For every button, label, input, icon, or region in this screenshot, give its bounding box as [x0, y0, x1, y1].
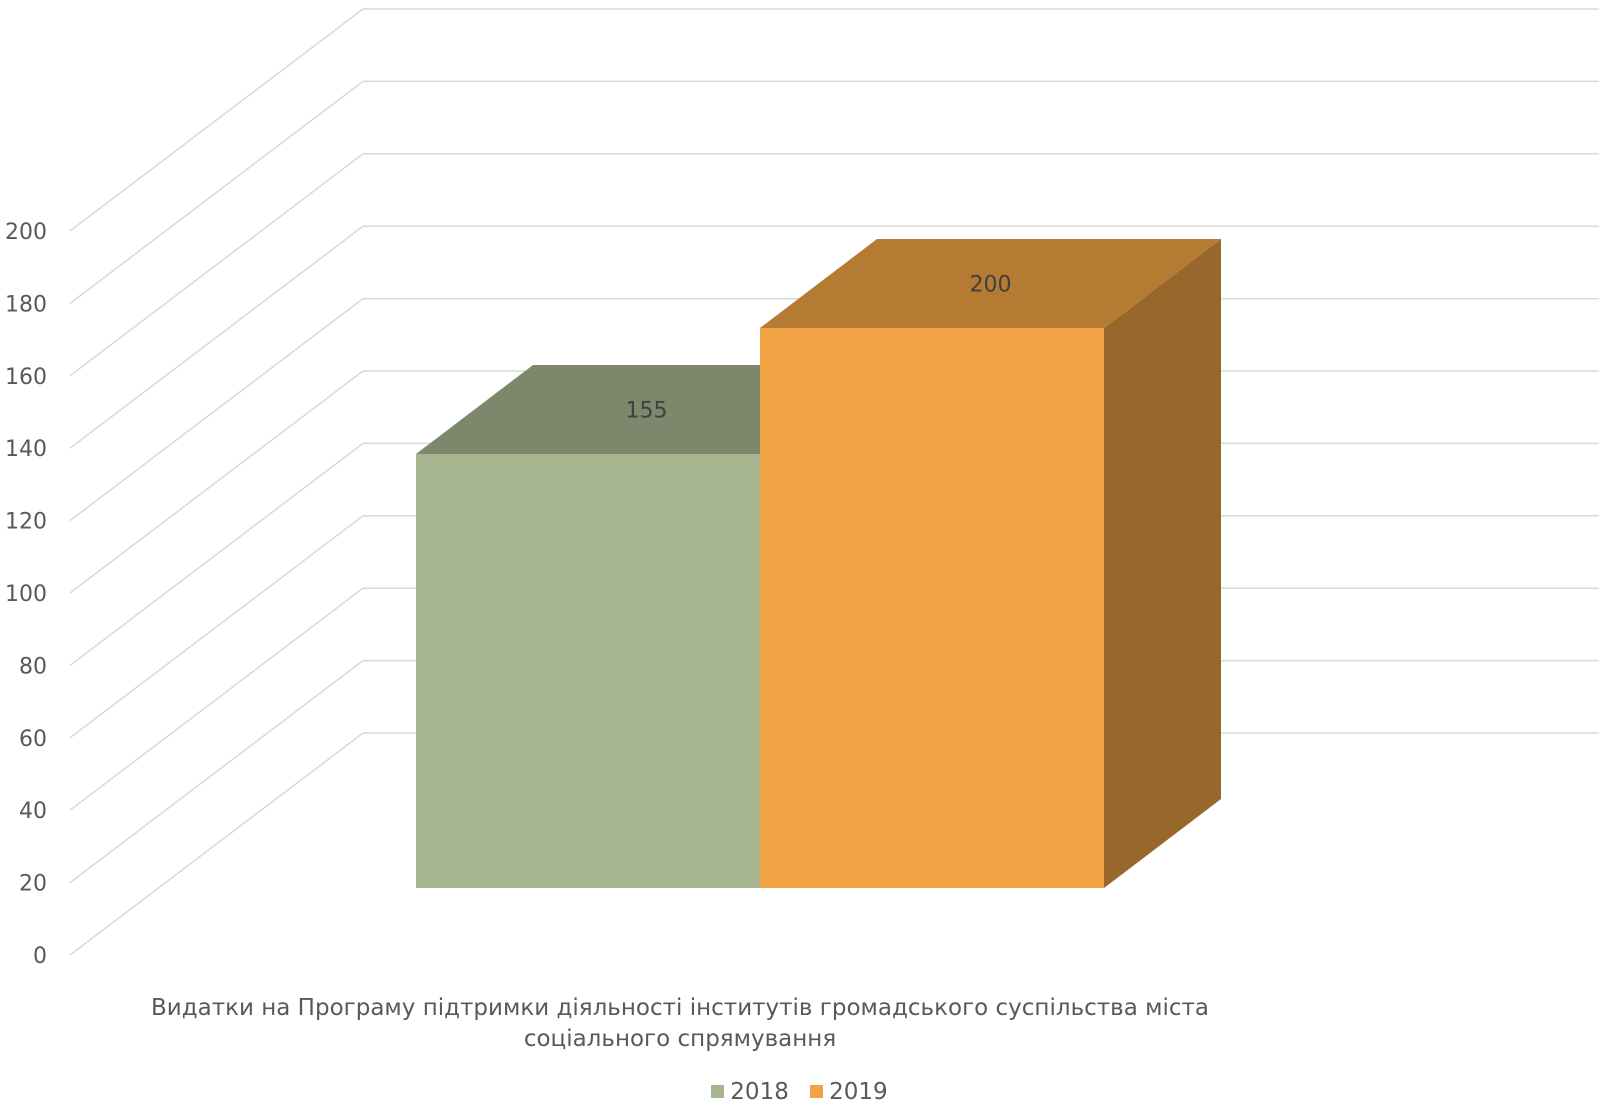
legend-item-2019: 2019 — [810, 1079, 888, 1105]
gridline-side — [69, 8, 364, 232]
y-tick-label: 20 — [19, 872, 47, 897]
gridline-side — [69, 515, 364, 739]
y-tick-label: 100 — [5, 582, 47, 607]
data-label-2018: 155 — [626, 399, 668, 424]
category-label-line-1: Видатки на Програму підтримки діяльності… — [150, 995, 1210, 1021]
bar-series — [416, 239, 1221, 888]
bar-2019 — [760, 239, 1221, 888]
legend-swatch-2019 — [810, 1085, 824, 1098]
y-tick-label: 60 — [19, 727, 47, 752]
gridline-side — [69, 80, 364, 304]
y-tick-label: 80 — [19, 654, 47, 679]
bar-side-2019 — [1104, 239, 1221, 888]
gridline-side — [69, 153, 364, 377]
legend-item-2018: 2018 — [711, 1079, 789, 1105]
gridline-side — [69, 442, 364, 666]
gridline-side — [69, 732, 364, 956]
y-axis-ticks: 0 20 40 60 80 100 120 140 160 180 200 — [5, 220, 47, 969]
bar-front-2019 — [760, 328, 1104, 888]
y-tick-label: 120 — [5, 510, 47, 535]
category-label-line-2: соціального спрямування — [523, 1026, 837, 1052]
y-tick-label: 40 — [19, 799, 47, 824]
legend: 2018 2019 — [0, 1078, 1599, 1105]
y-tick-label: 140 — [5, 437, 47, 462]
data-labels: 155 200 — [626, 273, 1012, 424]
gridline-side — [69, 298, 364, 522]
bar-top-2019 — [760, 239, 1221, 328]
y-tick-label: 0 — [33, 944, 47, 969]
gridline-side — [69, 370, 364, 594]
y-tick-label: 200 — [5, 220, 47, 245]
legend-label-2019: 2019 — [829, 1078, 888, 1105]
legend-label-2018: 2018 — [730, 1078, 789, 1105]
y-tick-label: 180 — [5, 292, 47, 317]
y-tick-label: 160 — [5, 365, 47, 390]
gridline-side — [69, 225, 364, 449]
category-label: Видатки на Програму підтримки діяльності… — [120, 993, 1240, 1055]
gridline-side — [69, 587, 364, 811]
bar-front-2018 — [416, 454, 760, 888]
data-label-2019: 200 — [970, 273, 1012, 298]
legend-swatch-2018 — [711, 1085, 725, 1098]
gridline-side — [69, 660, 364, 884]
